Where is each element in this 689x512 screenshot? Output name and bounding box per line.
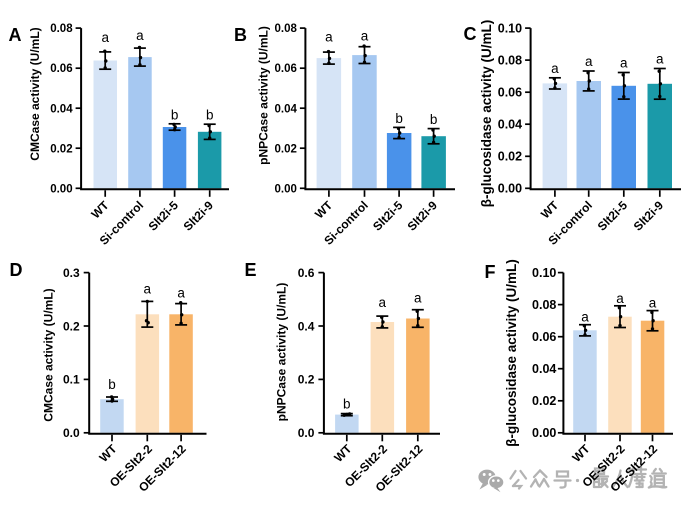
svg-text:a: a [620, 56, 628, 71]
svg-text:β-glucosidase activity (U/mL): β-glucosidase activity (U/mL) [479, 20, 494, 208]
svg-text:F: F [485, 262, 496, 282]
svg-text:pNPCase activity (U/mL): pNPCase activity (U/mL) [275, 283, 289, 422]
svg-text:b: b [343, 397, 351, 412]
svg-text:B: B [234, 25, 247, 45]
svg-text:b: b [206, 108, 214, 123]
svg-text:b: b [171, 107, 179, 122]
svg-text:a: a [414, 291, 422, 306]
svg-text:a: a [585, 54, 593, 69]
svg-text:0.6: 0.6 [298, 266, 315, 280]
svg-text:b: b [430, 112, 438, 127]
svg-text:D: D [10, 260, 23, 280]
svg-text:β-glucosidase activity (U/mL): β-glucosidase activity (U/mL) [504, 259, 519, 447]
svg-text:a: a [649, 296, 657, 311]
svg-text:0.04: 0.04 [275, 103, 298, 115]
svg-text:a: a [379, 295, 387, 310]
svg-text:CMCase activity (U/mL): CMCase activity (U/mL) [42, 288, 56, 421]
svg-text:0.00: 0.00 [50, 183, 72, 195]
svg-text:a: a [551, 61, 559, 76]
svg-text:0.02: 0.02 [498, 150, 522, 164]
svg-text:0.04: 0.04 [498, 118, 522, 132]
svg-text:a: a [101, 30, 109, 45]
svg-text:0.3: 0.3 [63, 266, 80, 280]
svg-text:a: a [616, 291, 624, 306]
svg-text:a: a [325, 30, 333, 45]
svg-text:a: a [361, 29, 369, 44]
svg-text:E: E [245, 260, 257, 280]
svg-text:0.00: 0.00 [532, 426, 556, 440]
svg-text:a: a [177, 286, 185, 301]
svg-text:0.1: 0.1 [63, 373, 80, 387]
svg-text:0.02: 0.02 [275, 143, 297, 155]
svg-text:a: a [144, 281, 152, 296]
svg-text:0.08: 0.08 [532, 298, 556, 312]
svg-text:0.00: 0.00 [498, 182, 522, 196]
svg-text:b: b [108, 377, 116, 392]
svg-text:0.06: 0.06 [50, 63, 72, 75]
svg-text:0.02: 0.02 [50, 143, 72, 155]
svg-text:0.06: 0.06 [275, 63, 297, 75]
svg-text:a: a [136, 28, 144, 43]
svg-text:0.08: 0.08 [50, 23, 73, 35]
svg-text:C: C [464, 24, 477, 44]
svg-text:0.06: 0.06 [532, 330, 556, 344]
svg-text:0.06: 0.06 [498, 86, 522, 100]
svg-text:0.0: 0.0 [63, 426, 80, 440]
svg-text:0.02: 0.02 [532, 394, 556, 408]
svg-text:0.10: 0.10 [532, 266, 556, 280]
svg-text:0.2: 0.2 [298, 373, 315, 387]
svg-text:a: a [581, 310, 589, 325]
svg-text:0.4: 0.4 [298, 319, 315, 333]
svg-text:0.10: 0.10 [498, 22, 522, 36]
svg-text:0.00: 0.00 [275, 183, 297, 195]
svg-text:b: b [395, 111, 403, 126]
svg-text:a: a [656, 52, 664, 67]
svg-text:pNPCase activity (U/mL): pNPCase activity (U/mL) [257, 26, 271, 165]
svg-text:0.08: 0.08 [498, 54, 522, 68]
svg-text:0.04: 0.04 [50, 103, 73, 115]
svg-text:CMCase activity (U/mL): CMCase activity (U/mL) [28, 27, 42, 160]
svg-text:0.08: 0.08 [275, 23, 298, 35]
svg-text:0.04: 0.04 [532, 362, 556, 376]
svg-text:0.2: 0.2 [63, 319, 80, 333]
svg-text:0.0: 0.0 [298, 426, 315, 440]
svg-text:A: A [9, 25, 22, 45]
